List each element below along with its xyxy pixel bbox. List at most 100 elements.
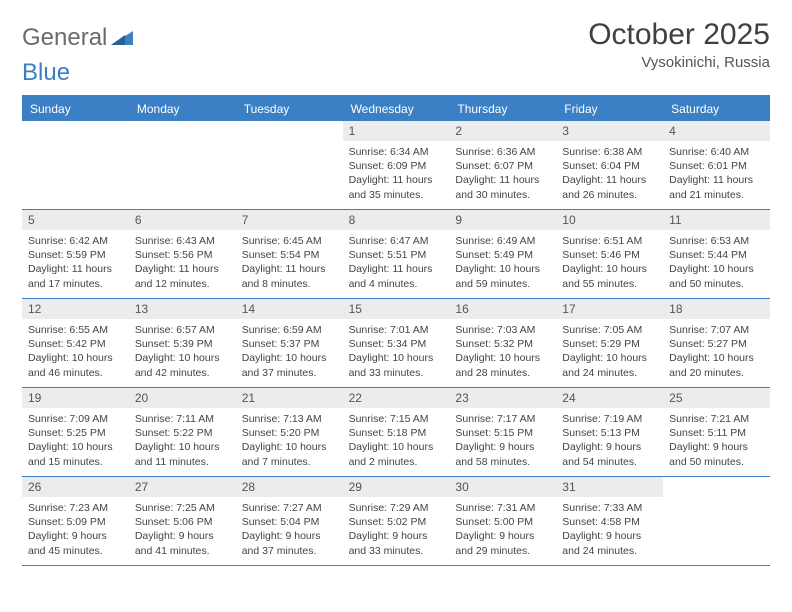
sunrise-text: Sunrise: 7:17 AM	[455, 412, 550, 426]
day-number: 10	[556, 210, 663, 230]
sunrise-text: Sunrise: 7:05 AM	[562, 323, 657, 337]
daylight-text: Daylight: 10 hours and 42 minutes.	[135, 351, 230, 379]
day-cell: 14Sunrise: 6:59 AMSunset: 5:37 PMDayligh…	[236, 299, 343, 387]
day-details: Sunrise: 6:45 AMSunset: 5:54 PMDaylight:…	[236, 230, 343, 297]
sunrise-text: Sunrise: 6:45 AM	[242, 234, 337, 248]
sunrise-text: Sunrise: 6:53 AM	[669, 234, 764, 248]
weekday-header: Sunday	[22, 97, 129, 121]
daylight-text: Daylight: 11 hours and 21 minutes.	[669, 173, 764, 201]
sunrise-text: Sunrise: 6:43 AM	[135, 234, 230, 248]
week-row: 1Sunrise: 6:34 AMSunset: 6:09 PMDaylight…	[22, 121, 770, 210]
day-cell: 15Sunrise: 7:01 AMSunset: 5:34 PMDayligh…	[343, 299, 450, 387]
daylight-text: Daylight: 10 hours and 2 minutes.	[349, 440, 444, 468]
day-number: 22	[343, 388, 450, 408]
day-details: Sunrise: 7:23 AMSunset: 5:09 PMDaylight:…	[22, 497, 129, 564]
day-details: Sunrise: 7:11 AMSunset: 5:22 PMDaylight:…	[129, 408, 236, 475]
day-details: Sunrise: 6:36 AMSunset: 6:07 PMDaylight:…	[449, 141, 556, 208]
day-cell: 24Sunrise: 7:19 AMSunset: 5:13 PMDayligh…	[556, 388, 663, 476]
day-cell: 21Sunrise: 7:13 AMSunset: 5:20 PMDayligh…	[236, 388, 343, 476]
day-details: Sunrise: 7:31 AMSunset: 5:00 PMDaylight:…	[449, 497, 556, 564]
daylight-text: Daylight: 11 hours and 35 minutes.	[349, 173, 444, 201]
day-cell: 20Sunrise: 7:11 AMSunset: 5:22 PMDayligh…	[129, 388, 236, 476]
sunset-text: Sunset: 5:27 PM	[669, 337, 764, 351]
daylight-text: Daylight: 10 hours and 7 minutes.	[242, 440, 337, 468]
day-number: 18	[663, 299, 770, 319]
day-cell	[236, 121, 343, 209]
sunset-text: Sunset: 5:46 PM	[562, 248, 657, 262]
daylight-text: Daylight: 10 hours and 15 minutes.	[28, 440, 123, 468]
day-details: Sunrise: 6:43 AMSunset: 5:56 PMDaylight:…	[129, 230, 236, 297]
sunset-text: Sunset: 5:49 PM	[455, 248, 550, 262]
sunset-text: Sunset: 5:39 PM	[135, 337, 230, 351]
day-cell: 4Sunrise: 6:40 AMSunset: 6:01 PMDaylight…	[663, 121, 770, 209]
daylight-text: Daylight: 9 hours and 37 minutes.	[242, 529, 337, 557]
day-cell: 22 Sunrise: 7:15 AMSunset: 5:18 PMDayligh…	[343, 388, 450, 476]
weekday-header: Tuesday	[236, 97, 343, 121]
sunrise-text: Sunrise: 7:15 AM	[349, 412, 444, 426]
day-cell: 3Sunrise: 6:38 AMSunset: 6:04 PMDaylight…	[556, 121, 663, 209]
weekday-header: Wednesday	[343, 97, 450, 121]
day-number: 30	[449, 477, 556, 497]
daylight-text: Daylight: 10 hours and 59 minutes.	[455, 262, 550, 290]
sunrise-text: Sunrise: 7:19 AM	[562, 412, 657, 426]
daylight-text: Daylight: 10 hours and 50 minutes.	[669, 262, 764, 290]
daylight-text: Daylight: 10 hours and 55 minutes.	[562, 262, 657, 290]
sunset-text: Sunset: 5:32 PM	[455, 337, 550, 351]
sunrise-text: Sunrise: 7:31 AM	[455, 501, 550, 515]
day-number: 21	[236, 388, 343, 408]
sunrise-text: Sunrise: 7:07 AM	[669, 323, 764, 337]
day-cell: 8Sunrise: 6:47 AMSunset: 5:51 PMDaylight…	[343, 210, 450, 298]
daylight-text: Daylight: 9 hours and 58 minutes.	[455, 440, 550, 468]
day-details: Sunrise: 7:29 AMSunset: 5:02 PMDaylight:…	[343, 497, 450, 564]
sunset-text: Sunset: 5:15 PM	[455, 426, 550, 440]
day-number: 16	[449, 299, 556, 319]
day-number: 15	[343, 299, 450, 319]
day-details: Sunrise: 6:34 AMSunset: 6:09 PMDaylight:…	[343, 141, 450, 208]
sunrise-text: Sunrise: 6:42 AM	[28, 234, 123, 248]
daylight-text: Daylight: 10 hours and 20 minutes.	[669, 351, 764, 379]
day-details: Sunrise: 6:40 AMSunset: 6:01 PMDaylight:…	[663, 141, 770, 208]
sunrise-text: Sunrise: 7:01 AM	[349, 323, 444, 337]
day-number: 28	[236, 477, 343, 497]
title-block: October 2025 Vysokinichi, Russia	[588, 18, 770, 71]
day-details: Sunrise: 6:42 AMSunset: 5:59 PMDaylight:…	[22, 230, 129, 297]
day-cell: 30Sunrise: 7:31 AMSunset: 5:00 PMDayligh…	[449, 477, 556, 565]
day-cell: 17Sunrise: 7:05 AMSunset: 5:29 PMDayligh…	[556, 299, 663, 387]
sunrise-text: Sunrise: 6:40 AM	[669, 145, 764, 159]
day-number: 9	[449, 210, 556, 230]
week-row: 19Sunrise: 7:09 AMSunset: 5:25 PMDayligh…	[22, 388, 770, 477]
sunset-text: Sunset: 5:44 PM	[669, 248, 764, 262]
daylight-text: Daylight: 9 hours and 50 minutes.	[669, 440, 764, 468]
day-number: 20	[129, 388, 236, 408]
daylight-text: Daylight: 11 hours and 8 minutes.	[242, 262, 337, 290]
weekday-header: Monday	[129, 97, 236, 121]
day-details: Sunrise: 7:01 AMSunset: 5:34 PMDaylight:…	[343, 319, 450, 386]
day-cell: 11Sunrise: 6:53 AMSunset: 5:44 PMDayligh…	[663, 210, 770, 298]
sunrise-text: Sunrise: 7:27 AM	[242, 501, 337, 515]
sunrise-text: Sunrise: 6:55 AM	[28, 323, 123, 337]
week-row: 12Sunrise: 6:55 AMSunset: 5:42 PMDayligh…	[22, 299, 770, 388]
day-number: 8	[343, 210, 450, 230]
weeks-container: 1Sunrise: 6:34 AMSunset: 6:09 PMDaylight…	[22, 121, 770, 566]
sunset-text: Sunset: 5:00 PM	[455, 515, 550, 529]
day-number: 12	[22, 299, 129, 319]
sunrise-text: Sunrise: 7:09 AM	[28, 412, 123, 426]
day-details: Sunrise: 6:55 AMSunset: 5:42 PMDaylight:…	[22, 319, 129, 386]
day-cell: 13Sunrise: 6:57 AMSunset: 5:39 PMDayligh…	[129, 299, 236, 387]
day-number: 17	[556, 299, 663, 319]
day-cell: 23Sunrise: 7:17 AMSunset: 5:15 PMDayligh…	[449, 388, 556, 476]
day-cell: 5Sunrise: 6:42 AMSunset: 5:59 PMDaylight…	[22, 210, 129, 298]
daylight-text: Daylight: 11 hours and 26 minutes.	[562, 173, 657, 201]
day-number: 23	[449, 388, 556, 408]
day-number: 19	[22, 388, 129, 408]
sunrise-text: Sunrise: 7:03 AM	[455, 323, 550, 337]
day-details: Sunrise: 7:33 AMSunset: 4:58 PMDaylight:…	[556, 497, 663, 564]
day-number: 7	[236, 210, 343, 230]
sunset-text: Sunset: 5:11 PM	[669, 426, 764, 440]
day-cell: 19Sunrise: 7:09 AMSunset: 5:25 PMDayligh…	[22, 388, 129, 476]
day-details: Sunrise: 7:17 AMSunset: 5:15 PMDaylight:…	[449, 408, 556, 475]
sunset-text: Sunset: 5:18 PM	[349, 426, 444, 440]
sunrise-text: Sunrise: 7:23 AM	[28, 501, 123, 515]
day-cell: 26Sunrise: 7:23 AMSunset: 5:09 PMDayligh…	[22, 477, 129, 565]
sunset-text: Sunset: 5:59 PM	[28, 248, 123, 262]
